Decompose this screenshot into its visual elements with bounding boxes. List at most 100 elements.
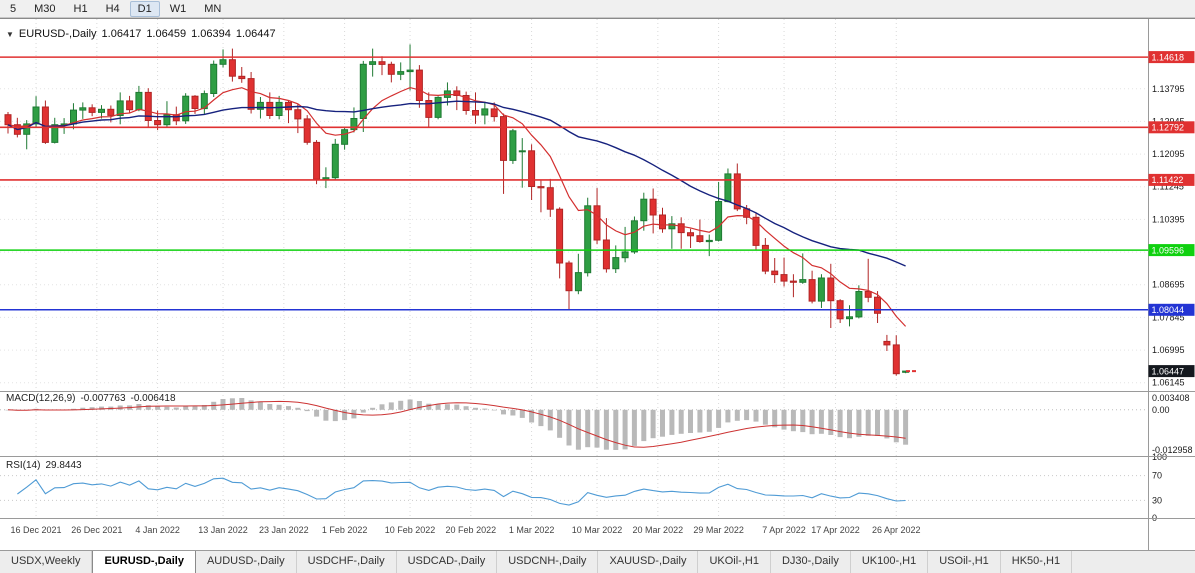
macd-axis-zero: 0.00 — [1152, 405, 1170, 415]
chart-tab-hk50h1[interactable]: HK50-,H1 — [1000, 551, 1073, 573]
ohlc-low: 1.06394 — [191, 28, 231, 40]
candle — [378, 56, 386, 76]
candle — [864, 258, 872, 303]
chart-symbol-period: EURUSD-,Daily — [18, 28, 97, 40]
chart-tab-ukoilh1[interactable]: UKOil-,H1 — [698, 551, 771, 573]
macd-histogram-bar — [837, 409, 843, 438]
macd-signal-value: -0.006418 — [130, 393, 176, 404]
chart-tab-audusddaily[interactable]: AUDUSD-,Daily — [195, 551, 297, 573]
macd-histogram-bar — [688, 409, 693, 433]
candle — [322, 167, 330, 189]
candle — [79, 102, 87, 119]
chart-header: ▼ EURUSD-,Daily 1.06417 1.06459 1.06394 1.064… — [6, 28, 281, 40]
candle — [41, 100, 49, 144]
macd-histogram-bar — [603, 409, 609, 450]
candle — [116, 92, 124, 125]
candle — [799, 253, 807, 284]
macd-histogram-bar — [360, 409, 366, 413]
macd-histogram-bar — [884, 409, 890, 439]
timeframe-button-MN[interactable]: MN — [204, 2, 222, 15]
candle — [210, 60, 218, 97]
candle — [556, 207, 564, 279]
candle — [135, 85, 143, 112]
candle — [546, 178, 554, 217]
macd-histogram-bar — [435, 404, 441, 410]
current-price-tick — [912, 370, 916, 373]
macd-histogram-bar — [201, 405, 207, 410]
macd-histogram-bar — [865, 409, 871, 436]
macd-histogram-bar — [173, 407, 179, 410]
candle — [4, 112, 12, 134]
macd-histogram-bar — [772, 409, 778, 428]
current-price-badge-bg — [1148, 365, 1195, 378]
macd-histogram-bar — [557, 409, 563, 438]
price-axis-label: 1.06145 — [1152, 378, 1185, 388]
macd-histogram-bar — [847, 409, 852, 439]
macd-histogram-bar — [491, 409, 497, 411]
level-badge-1.08044-bg — [1148, 303, 1195, 316]
chart-tab-eurusddaily[interactable]: EURUSD-,Daily — [92, 551, 196, 573]
timeframe-button-M30[interactable]: M30 — [34, 2, 56, 15]
price-chart-canvas[interactable]: 16 Dec 2021 26 Dec 2021 4 Jan 2022 13 Jan 2… — [0, 19, 1195, 551]
timeframe-button-H1[interactable]: H1 — [73, 2, 88, 15]
macd-histogram-bar — [650, 409, 656, 439]
macd-histogram-bar — [893, 409, 899, 443]
chart-tab-usdchfdaily[interactable]: USDCHF-,Daily — [296, 551, 397, 573]
macd-histogram-bar — [416, 401, 422, 410]
candle — [593, 188, 601, 245]
macd-histogram-bar — [257, 401, 263, 410]
timeframe-button-H4[interactable]: H4 — [105, 2, 120, 15]
candle — [387, 61, 395, 83]
macd-histogram-bar — [473, 407, 478, 410]
macd-histogram-bar — [725, 409, 731, 423]
chart-tab-dj30daily[interactable]: DJ30-,Daily — [770, 551, 851, 573]
price-axis-label: 1.08695 — [1152, 280, 1185, 290]
macd-histogram-bar — [903, 409, 909, 445]
macd-histogram-bar — [706, 409, 712, 432]
candle — [313, 140, 321, 185]
candle — [528, 144, 536, 200]
date-label: 20 Feb 2022 — [446, 525, 497, 535]
date-label: 1 Mar 2022 — [509, 525, 555, 535]
current-price-badge: 1.06447 — [1152, 366, 1185, 376]
date-label: 10 Feb 2022 — [385, 525, 436, 535]
candle — [827, 263, 835, 328]
candle — [874, 291, 881, 323]
chart-tab-usdcaddaily[interactable]: USDCAD-,Daily — [396, 551, 498, 573]
macd-indicator-label: MACD(12,26,9) -0.007763 -0.006418 — [6, 393, 181, 404]
macd-histogram-bar — [818, 409, 824, 434]
chart-tab-xauusddaily[interactable]: XAUUSD-,Daily — [598, 551, 699, 573]
candle — [780, 257, 788, 287]
macd-histogram-bar — [800, 409, 806, 433]
candle — [883, 334, 891, 351]
macd-histogram-bar — [631, 409, 637, 446]
candle — [668, 216, 676, 249]
macd-histogram-bar — [314, 409, 320, 417]
timeframe-button-W1[interactable]: W1 — [169, 2, 187, 15]
chart-dropdown-icon[interactable]: ▼ — [6, 30, 14, 39]
chart-tab-usdxweekly[interactable]: USDX,Weekly — [0, 551, 93, 573]
macd-histogram-bar — [71, 408, 76, 410]
timeframe-button-D1[interactable]: D1 — [129, 0, 160, 17]
macd-histogram-bar — [407, 399, 413, 410]
macd-histogram-bar — [276, 404, 282, 410]
candle — [584, 197, 592, 277]
chart-tab-usoilh1[interactable]: USOil-,H1 — [928, 551, 1001, 573]
candle — [574, 253, 582, 295]
candle — [659, 207, 666, 233]
macd-histogram-bar — [388, 402, 394, 410]
chart-tab-usdcnhdaily[interactable]: USDCNH-,Daily — [497, 551, 599, 573]
macd-histogram-bar — [762, 409, 768, 425]
macd-histogram-bar — [660, 409, 665, 437]
ma-slow-line — [7, 100, 906, 267]
price-axis-label: 1.06995 — [1152, 345, 1185, 355]
candle — [406, 44, 414, 91]
candle — [481, 102, 489, 125]
date-label: 7 Apr 2022 — [762, 525, 806, 535]
candle — [294, 103, 302, 134]
macd-histogram-bar — [80, 407, 86, 410]
candle — [51, 117, 59, 144]
timeframe-button-5[interactable]: 5 — [10, 2, 17, 15]
chart-tab-uk100h1[interactable]: UK100-,H1 — [850, 551, 929, 573]
